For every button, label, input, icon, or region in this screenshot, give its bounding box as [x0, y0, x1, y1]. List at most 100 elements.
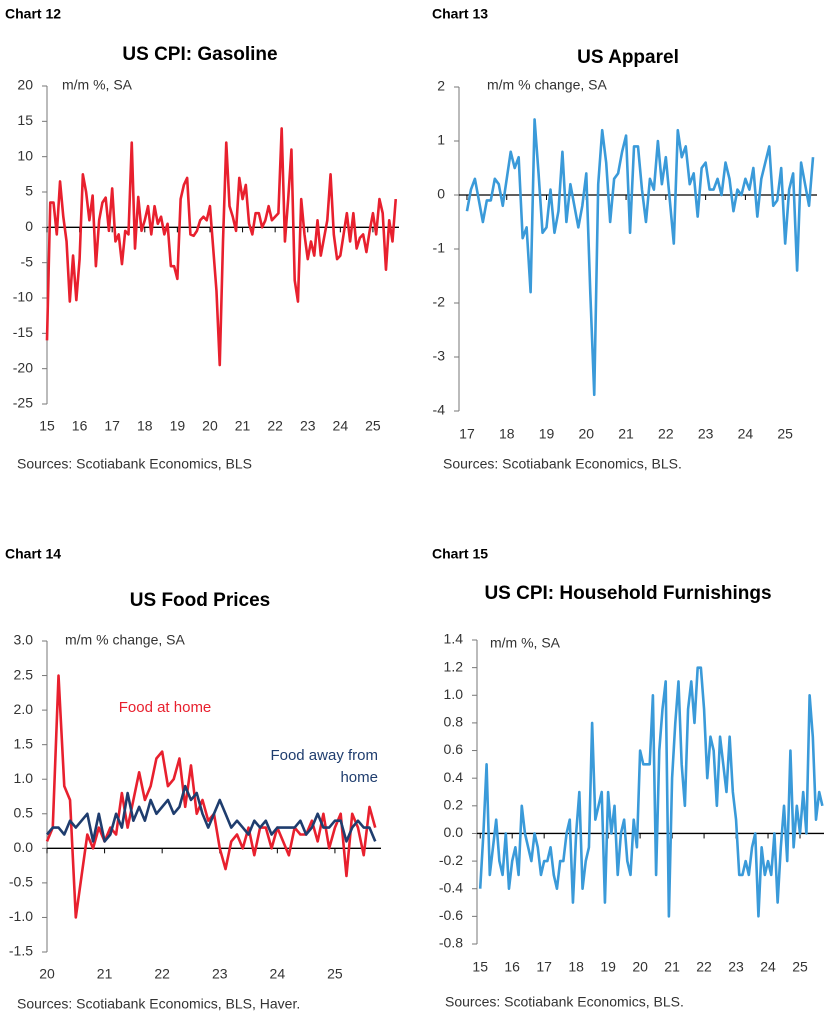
x-tick-label: 20 [632, 959, 648, 975]
chart-title: US Food Prices [130, 590, 270, 611]
x-tick-label: 16 [504, 959, 520, 975]
x-tick-label: 24 [270, 966, 286, 982]
x-tick-label: 25 [792, 959, 808, 975]
x-tick-label: 21 [618, 426, 634, 442]
source-note: Sources: Scotiabank Economics, BLS [17, 456, 252, 472]
y-tick-label: -0.2 [439, 852, 463, 868]
y-tick-label: -0.6 [439, 907, 463, 923]
x-tick-label: 18 [499, 426, 515, 442]
x-tick-label: 23 [300, 418, 316, 434]
series-line [465, 118, 815, 397]
y-tick-label: 0.0 [444, 824, 464, 840]
legend-entry: Food away from home [270, 747, 378, 786]
x-tick-label: 25 [365, 418, 381, 434]
y-tick-label: -0.5 [9, 874, 33, 890]
series-line [45, 674, 377, 919]
y-tick-label: 0 [437, 186, 445, 202]
y-tick-label: 1.4 [444, 631, 464, 647]
x-tick-label: 23 [698, 426, 714, 442]
x-tick-label: 20 [578, 426, 594, 442]
y-tick-label: 0.2 [444, 797, 464, 813]
x-tick-label: 22 [658, 426, 674, 442]
y-tick-label: 1.5 [14, 735, 34, 751]
x-tick-label: 17 [104, 418, 120, 434]
y-tick-label: -0.8 [439, 935, 463, 951]
source-note: Sources: Scotiabank Economics, BLS. [445, 994, 684, 1010]
x-tick-label: 20 [202, 418, 218, 434]
chart-title: US CPI: Gasoline [122, 44, 277, 65]
x-tick-label: 22 [267, 418, 283, 434]
legend-entry: Food at home [118, 699, 212, 716]
x-tick-label: 21 [235, 418, 251, 434]
y-tick-label: -15 [13, 324, 33, 340]
y-tick-label: 0.5 [14, 804, 34, 820]
y-tick-label: -2 [433, 294, 446, 310]
x-tick-label: 15 [39, 418, 55, 434]
x-tick-label: 17 [459, 426, 475, 442]
x-tick-label: 21 [97, 966, 113, 982]
y-tick-label: 1.0 [444, 686, 464, 702]
y-tick-label: 3.0 [14, 632, 34, 648]
x-tick-label: 19 [600, 959, 616, 975]
x-tick-label: 17 [536, 959, 552, 975]
chart-label: Chart 15 [432, 546, 488, 562]
x-tick-label: 22 [696, 959, 712, 975]
chart-label: Chart 13 [432, 6, 488, 22]
chart-title: US Apparel [577, 47, 679, 68]
y-tick-label: -1 [433, 240, 446, 256]
chart-title: US CPI: Household Furnishings [484, 583, 771, 604]
chart-label: Chart 14 [5, 546, 61, 562]
x-tick-label: 23 [728, 959, 744, 975]
x-tick-label: 18 [137, 418, 153, 434]
y-tick-label: -1.5 [9, 943, 33, 959]
y-tick-label: 2.0 [14, 701, 34, 717]
y-tick-label: 10 [17, 147, 33, 163]
x-tick-label: 16 [72, 418, 88, 434]
x-tick-label: 21 [664, 959, 680, 975]
source-note: Sources: Scotiabank Economics, BLS. [443, 456, 682, 472]
x-tick-label: 24 [760, 959, 776, 975]
y-tick-label: 0.0 [14, 839, 34, 855]
y-tick-label: 2 [437, 78, 445, 94]
y-tick-label: 1.0 [14, 770, 34, 786]
x-tick-label: 22 [154, 966, 170, 982]
y-tick-label: 15 [17, 112, 33, 128]
axis-unit: m/m % change, SA [65, 632, 185, 648]
y-tick-label: -3 [433, 348, 446, 364]
y-tick-label: -4 [433, 402, 446, 418]
x-tick-label: 23 [212, 966, 228, 982]
x-tick-label: 19 [170, 418, 186, 434]
y-tick-label: -20 [13, 359, 33, 375]
y-tick-label: -5 [21, 253, 34, 269]
y-tick-label: 20 [17, 77, 33, 93]
series-line [45, 127, 398, 367]
source-note: Sources: Scotiabank Economics, BLS, Have… [17, 996, 300, 1012]
x-tick-label: 25 [327, 966, 343, 982]
y-tick-label: 5 [25, 183, 33, 199]
y-tick-label: -1.0 [9, 908, 33, 924]
y-tick-label: 0.8 [444, 714, 464, 730]
y-tick-label: -25 [13, 395, 33, 411]
legend-label: Food away from home [270, 747, 378, 786]
x-tick-label: 18 [568, 959, 584, 975]
y-tick-label: -10 [13, 289, 33, 305]
y-tick-label: -0.4 [439, 879, 463, 895]
series-line [478, 666, 824, 918]
x-tick-label: 20 [39, 966, 55, 982]
y-tick-label: 0 [25, 218, 33, 234]
x-tick-label: 24 [738, 426, 754, 442]
x-tick-label: 15 [472, 959, 488, 975]
series-line [46, 784, 377, 843]
y-tick-label: 0.6 [444, 741, 464, 757]
y-tick-label: 2.5 [14, 666, 34, 682]
y-tick-label: 1.2 [444, 658, 464, 674]
x-tick-label: 24 [333, 418, 349, 434]
chart-label: Chart 12 [5, 6, 61, 22]
x-tick-label: 25 [777, 426, 793, 442]
y-tick-label: 1 [437, 132, 445, 148]
legend-label: Food at home [118, 699, 212, 716]
x-tick-label: 19 [539, 426, 555, 442]
axis-unit: m/m %, SA [62, 77, 133, 93]
